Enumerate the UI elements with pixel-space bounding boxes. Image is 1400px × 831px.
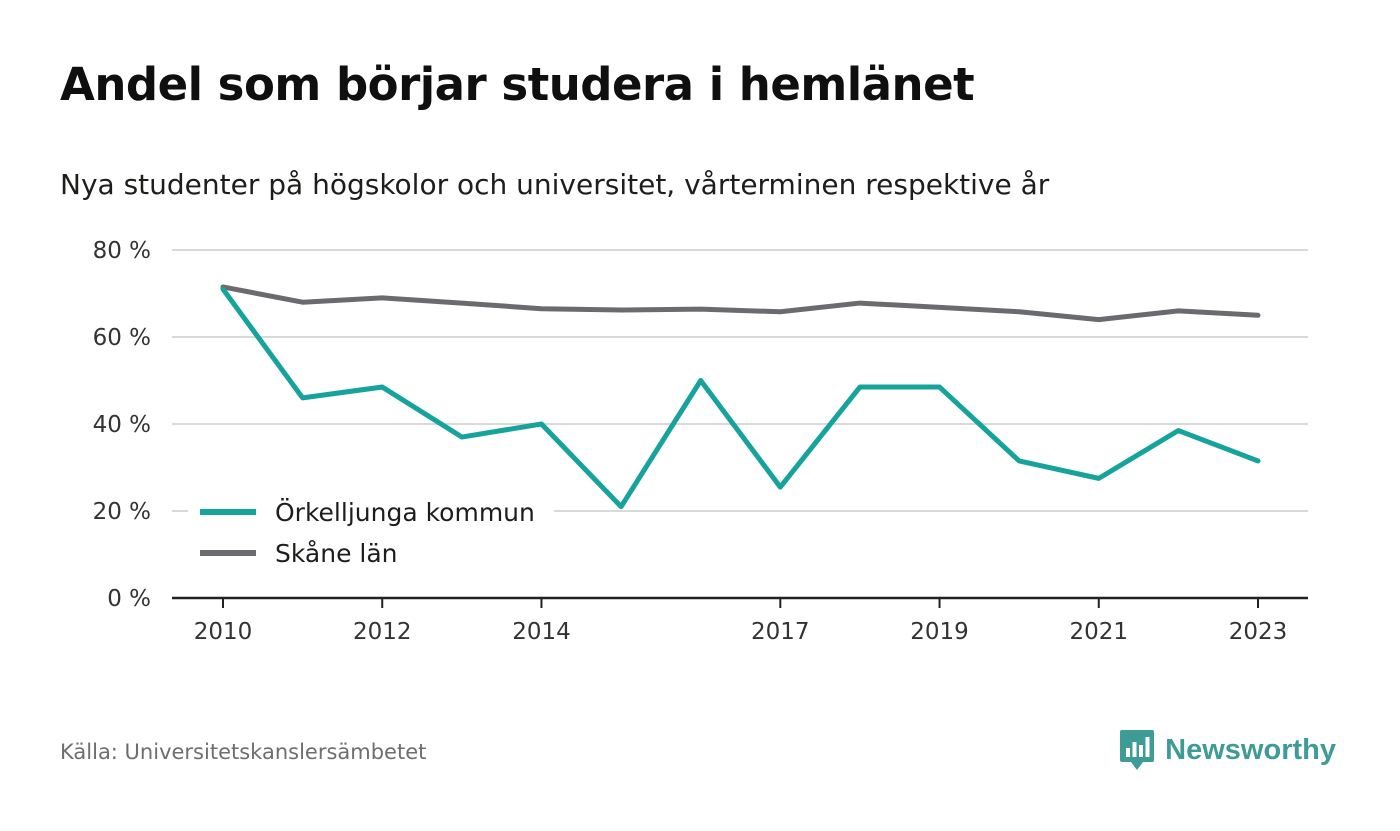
source-note: Källa: Universitetskanslersämbetet bbox=[60, 740, 427, 764]
bar-chart-logo-icon bbox=[1120, 730, 1155, 770]
x-tick-label: 2023 bbox=[1229, 619, 1288, 645]
y-tick-label: 20 % bbox=[93, 499, 151, 525]
legend-label: Örkelljunga kommun bbox=[275, 498, 535, 527]
x-tick-label: 2014 bbox=[512, 619, 571, 645]
x-tick-label: 2012 bbox=[353, 619, 412, 645]
legend-label: Skåne län bbox=[275, 539, 398, 568]
y-tick-label: 0 % bbox=[107, 586, 151, 612]
y-tick-label: 60 % bbox=[93, 325, 151, 351]
chart-subtitle: Nya studenter på högskolor och universit… bbox=[60, 168, 1050, 201]
series-line bbox=[220, 286, 1261, 510]
brand-logo: Newsworthy bbox=[1119, 728, 1336, 772]
y-tick-label: 80 % bbox=[93, 238, 151, 264]
brand-name: Newsworthy bbox=[1165, 733, 1336, 766]
chart-title: Andel som börjar studera i hemlänet bbox=[60, 58, 975, 111]
series-line bbox=[220, 284, 1261, 323]
x-tick-label: 2010 bbox=[194, 619, 253, 645]
y-tick-label: 40 % bbox=[93, 412, 151, 438]
x-tick-label: 2017 bbox=[751, 619, 810, 645]
line-chart: 0 % 20 % 40 % 60 % 80 % 2010 2012 2014 2017 2019 2… bbox=[93, 238, 1308, 645]
x-tick-label: 2021 bbox=[1069, 619, 1128, 645]
x-tick-label: 2019 bbox=[910, 619, 969, 645]
